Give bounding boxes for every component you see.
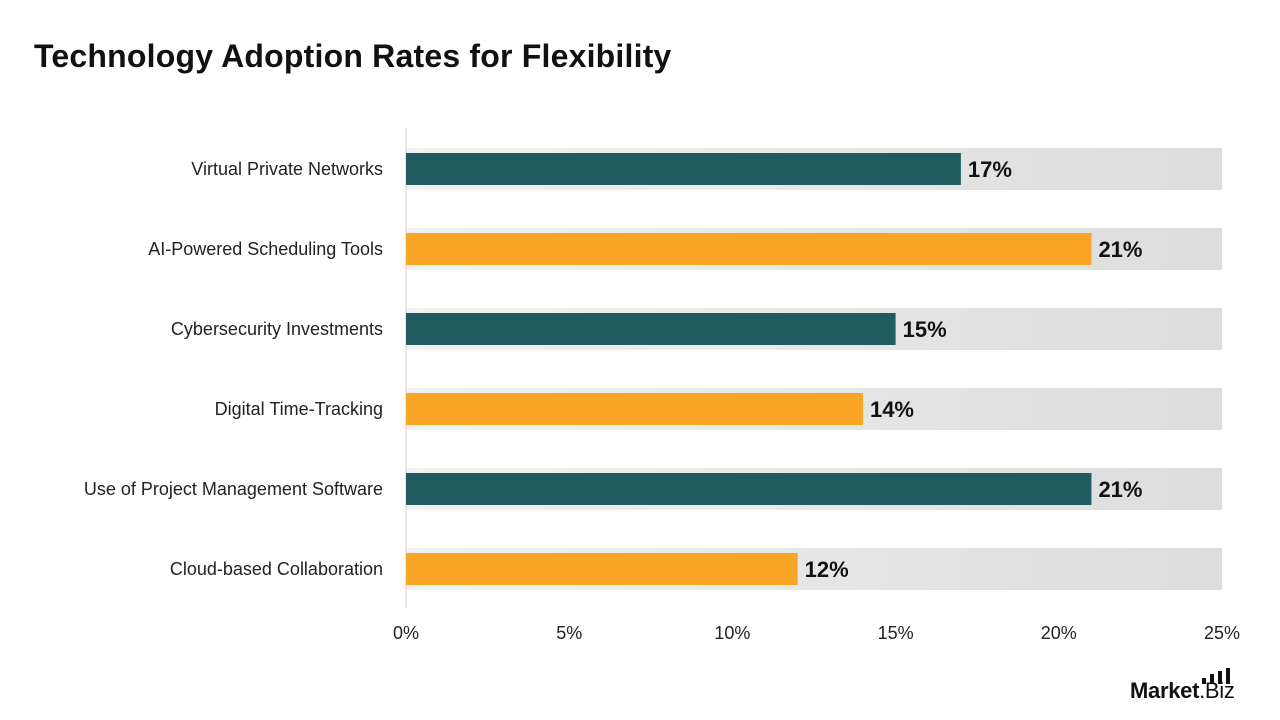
value-label: 21%	[1098, 237, 1142, 262]
category-label: AI-Powered Scheduling Tools	[148, 239, 383, 259]
x-tick-label: 25%	[1204, 623, 1240, 643]
logo-suffix-text: .Biz	[1199, 678, 1235, 703]
value-label: 12%	[805, 557, 849, 582]
bar	[406, 153, 961, 185]
value-label: 15%	[903, 317, 947, 342]
category-label: Cybersecurity Investments	[171, 319, 383, 339]
x-tick-label: 20%	[1041, 623, 1077, 643]
x-tick-label: 0%	[393, 623, 419, 643]
logo-main-text: Market	[1130, 678, 1200, 703]
value-label: 17%	[968, 157, 1012, 182]
chart-title: Technology Adoption Rates for Flexibilit…	[34, 38, 672, 74]
value-label: 14%	[870, 397, 914, 422]
x-tick-label: 10%	[714, 623, 750, 643]
bar	[406, 553, 798, 585]
bar	[406, 393, 863, 425]
brand-logo: Market.Biz	[1130, 668, 1270, 708]
bar	[406, 313, 896, 345]
category-label: Use of Project Management Software	[84, 479, 383, 499]
category-label: Digital Time-Tracking	[215, 399, 383, 419]
x-tick-label: 15%	[878, 623, 914, 643]
value-label: 21%	[1098, 477, 1142, 502]
bar	[406, 233, 1092, 265]
signal-bars-icon	[1202, 668, 1230, 684]
category-label: Virtual Private Networks	[191, 159, 383, 179]
category-label: Cloud-based Collaboration	[170, 559, 383, 579]
x-tick-label: 5%	[556, 623, 582, 643]
bar	[406, 473, 1092, 505]
